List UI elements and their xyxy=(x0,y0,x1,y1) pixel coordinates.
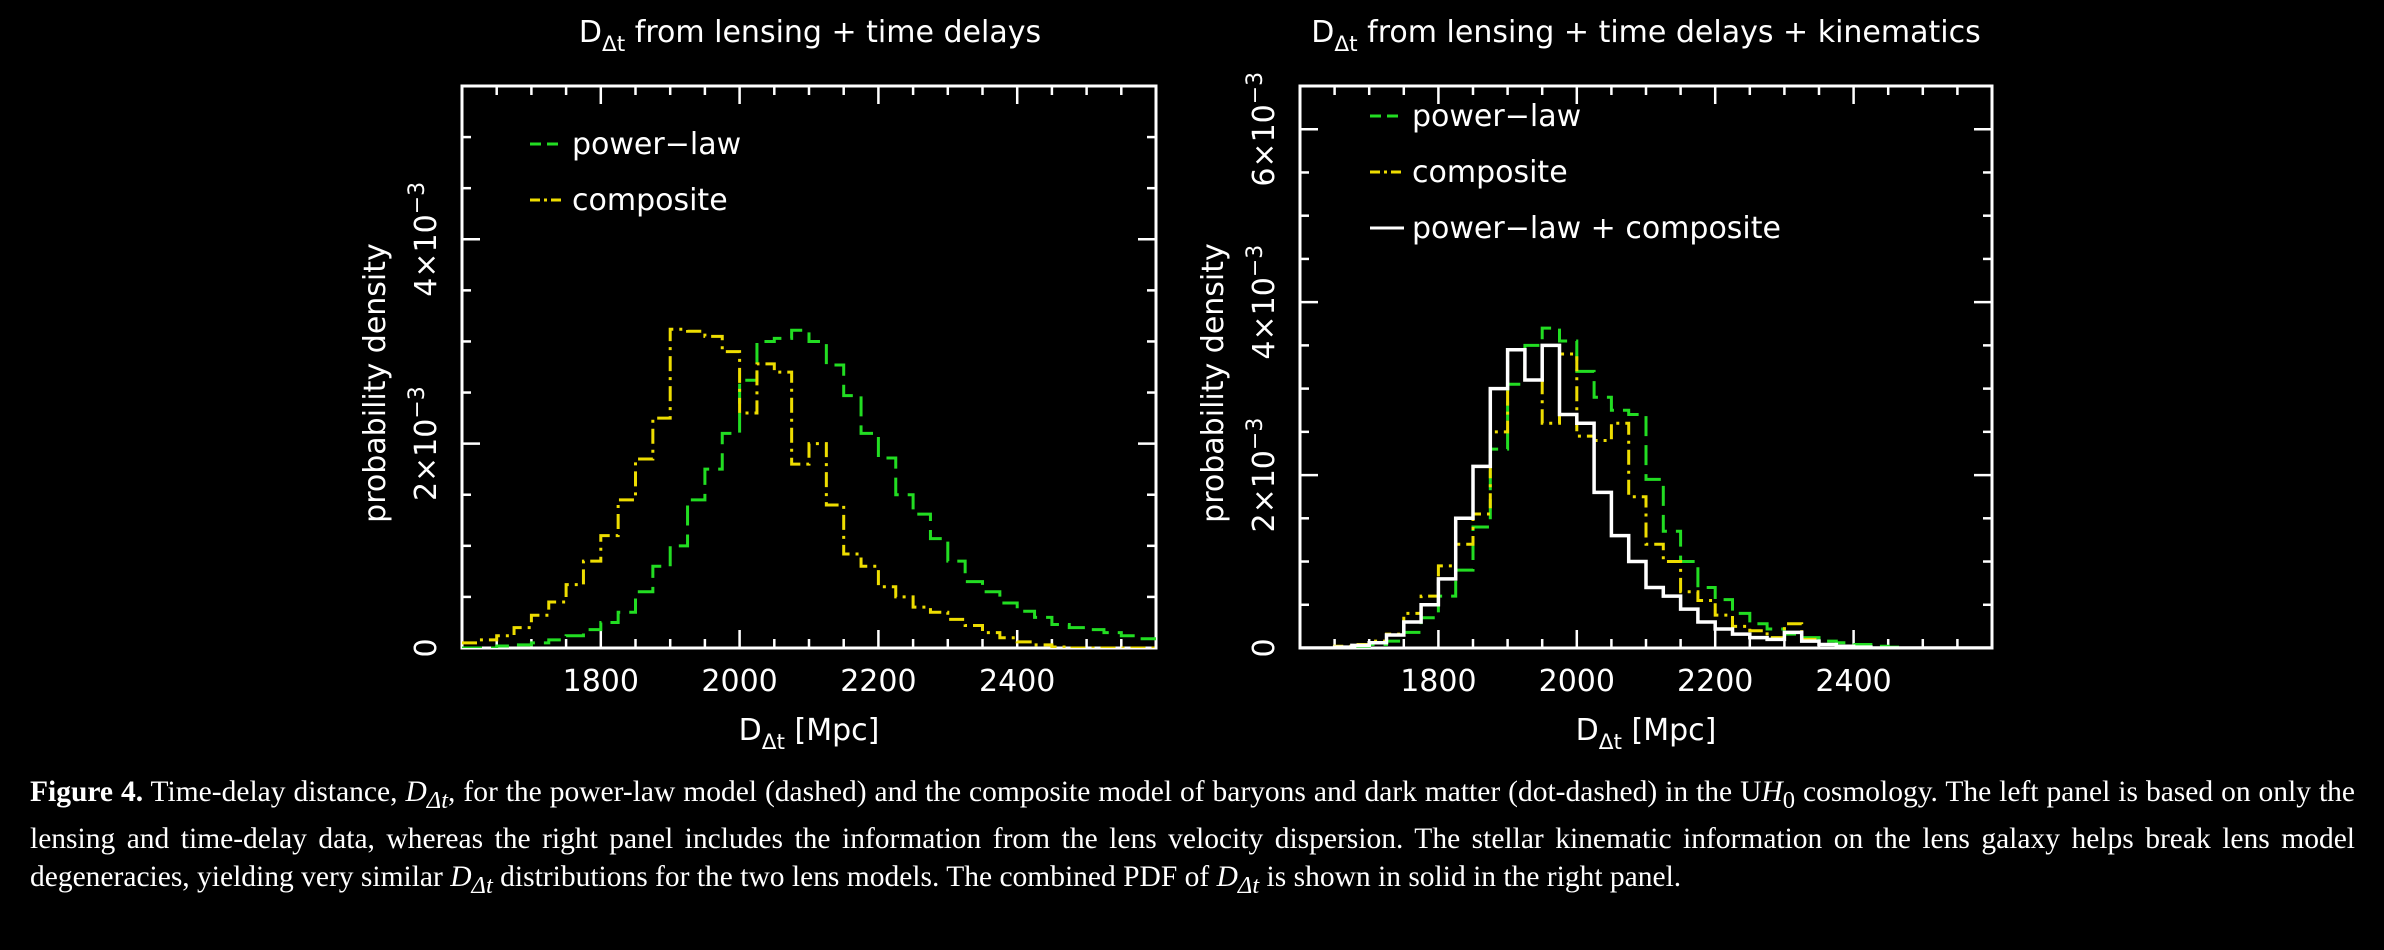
x-axis-label: DΔt [Mpc] xyxy=(1576,713,1717,750)
caption-label: Figure 4. xyxy=(30,776,144,808)
caption-text-2: , for the power-law model (dashed) and t… xyxy=(448,776,1762,808)
x-tick-label: 1800 xyxy=(563,664,639,699)
x-tick-label: 2200 xyxy=(1677,664,1753,699)
histogram-series-dashed xyxy=(1300,326,1992,648)
y-tick-label: 4×10−3 xyxy=(1243,245,1282,360)
y-tick-label: 6×10−3 xyxy=(1243,72,1282,187)
histogram-series-dot-dashed xyxy=(462,327,1156,648)
x-tick-label: 2400 xyxy=(979,664,1055,699)
y-tick-label: 0 xyxy=(1247,638,1282,657)
y-tick-label: 4×10−3 xyxy=(405,182,444,297)
x-tick-label: 2000 xyxy=(701,664,777,699)
caption-symbol-2-sub: Δt xyxy=(471,871,493,899)
x-tick-label: 2400 xyxy=(1815,664,1891,699)
legend-label: composite xyxy=(572,183,728,218)
caption-text-4: distributions for the two lens models. T… xyxy=(492,860,1217,893)
histogram-series-solid xyxy=(1300,343,1992,648)
caption-h0: H xyxy=(1761,776,1783,808)
legend-label: power−law xyxy=(572,127,741,162)
chart-title: DΔt from lensing + time delays + kinemat… xyxy=(1311,15,1980,57)
caption-symbol-3: D xyxy=(1216,860,1238,893)
y-axis-label: probability density xyxy=(358,243,393,523)
chart-panel-1: DΔt from lensing + time delays 1800 2000 22… xyxy=(358,15,1158,750)
plot-frame xyxy=(460,84,1158,650)
legend-label: power−law + composite xyxy=(1412,211,1781,246)
histogram-series-dot-dashed xyxy=(1300,348,1992,648)
x-tick-label: 2000 xyxy=(1539,664,1615,699)
caption-text-3: cosmology. The left panel is based on on… xyxy=(30,776,2356,893)
caption-symbol-2: D xyxy=(450,860,472,893)
x-tick-label: 1800 xyxy=(1400,664,1476,699)
y-axis-label: probability density xyxy=(1196,243,1231,523)
caption-text-5: is shown in solid in the right panel. xyxy=(1259,860,1682,893)
histogram-series-dashed xyxy=(462,328,1156,648)
caption-text-1: Time-delay distance, xyxy=(143,776,406,808)
x-tick-label: 2200 xyxy=(840,664,916,699)
caption-symbol-3-sub: Δt xyxy=(1237,871,1260,899)
caption-symbol-1: D xyxy=(405,776,427,808)
legend-label: power−law xyxy=(1412,99,1581,134)
chart-panel-2: DΔt from lensing + time delays + kinemat… xyxy=(1196,15,1994,750)
y-tick-label: 0 xyxy=(409,638,444,657)
figure-caption: Figure 4. Time-delay distance, DΔt, for … xyxy=(30,773,2355,905)
legend-label: composite xyxy=(1412,155,1568,190)
x-axis-label: DΔt [Mpc] xyxy=(739,713,880,750)
y-tick-label: 2×10−3 xyxy=(1243,418,1282,533)
y-tick-label: 2×10−3 xyxy=(405,386,444,501)
caption-h0-sub: 0 xyxy=(1782,786,1796,814)
chart-title: DΔt from lensing + time delays xyxy=(579,15,1041,57)
caption-symbol-1-sub: Δt xyxy=(426,786,449,814)
figure-canvas: DΔt from lensing + time delays 1800 2000 22… xyxy=(358,15,1994,750)
